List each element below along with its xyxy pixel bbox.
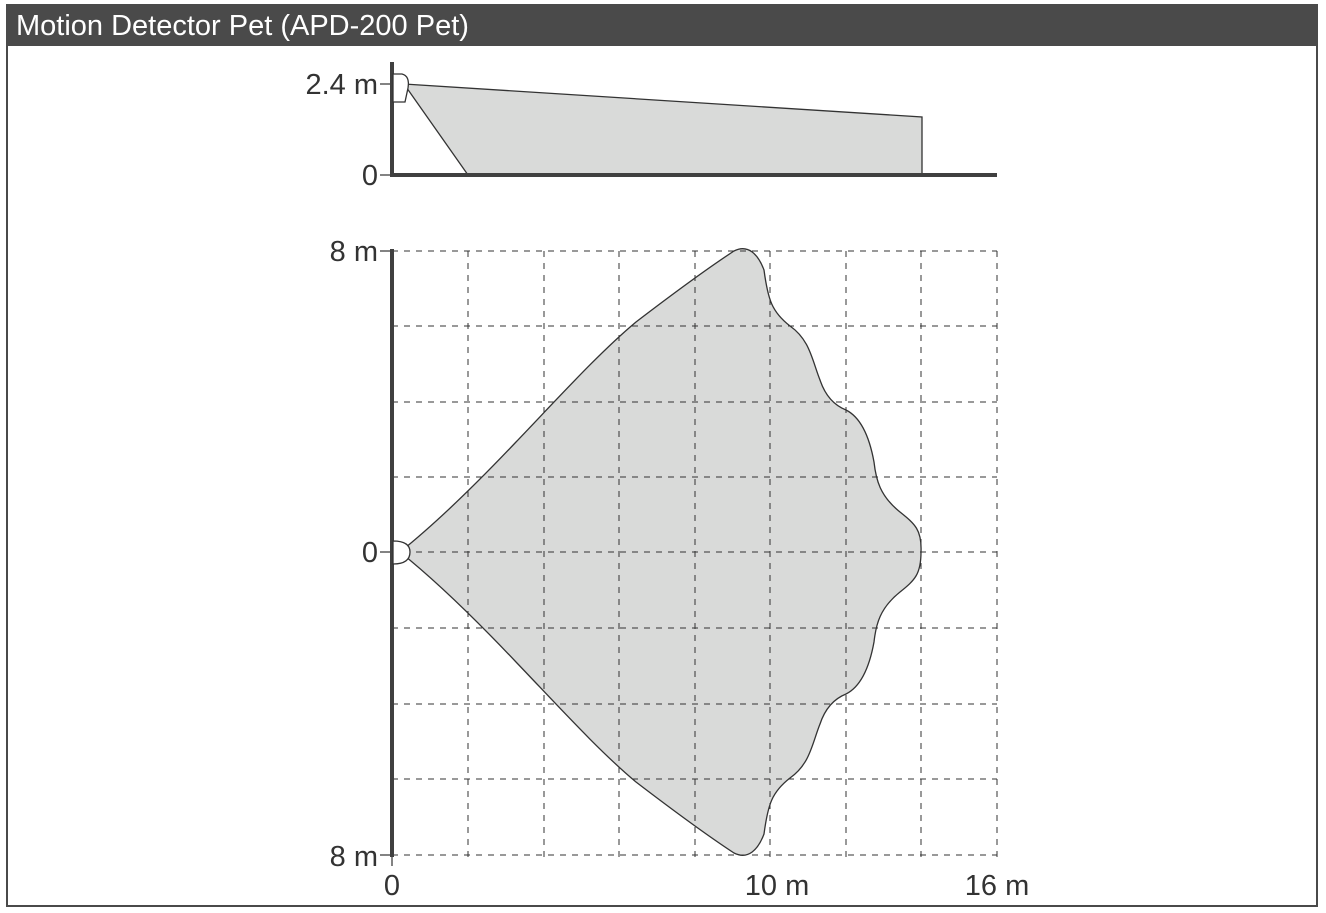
- side-sensor-icon: [392, 73, 410, 103]
- side-view: 2.4 m 0: [305, 62, 997, 192]
- side-coverage-area: [402, 83, 923, 176]
- x-label-0: 0: [384, 870, 400, 902]
- top-label-8m-upper: 8 m: [330, 236, 378, 268]
- diagram-title: Motion Detector Pet (APD-200 Pet): [8, 6, 1316, 46]
- x-label-10m: 10 m: [745, 870, 809, 902]
- top-view: 8 m 0 8 m 0 10 m 16 m: [330, 236, 1030, 902]
- top-label-8m-lower: 8 m: [330, 841, 378, 873]
- top-label-zero: 0: [362, 537, 378, 569]
- top-sensor-icon: [392, 540, 411, 565]
- side-label-height: 2.4 m: [305, 69, 378, 101]
- side-label-zero: 0: [362, 160, 378, 192]
- grid-lines: [392, 250, 998, 862]
- x-label-16m: 16 m: [965, 870, 1029, 902]
